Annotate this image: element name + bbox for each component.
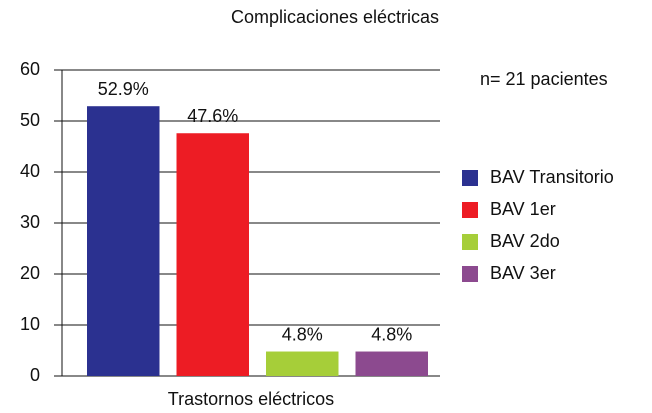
bar: [266, 351, 339, 376]
chart-title: Complicaciones eléctricas: [231, 7, 439, 27]
legend-swatch: [462, 266, 478, 282]
y-tick-label: 50: [20, 110, 40, 130]
legend-label: BAV 3er: [490, 263, 556, 283]
x-tick-label: Trastornos eléctricos: [168, 389, 334, 409]
bar: [176, 133, 249, 376]
data-label: 52.9%: [98, 79, 149, 99]
y-tick-label: 20: [20, 263, 40, 283]
y-tick-label: 0: [30, 365, 40, 385]
data-label: 4.8%: [371, 324, 412, 344]
legend-swatch: [462, 202, 478, 218]
y-tick-label: 30: [20, 212, 40, 232]
legend-swatch: [462, 170, 478, 186]
y-tick-label: 10: [20, 314, 40, 334]
data-label: 47.6%: [187, 106, 238, 126]
y-tick-label: 40: [20, 161, 40, 181]
bar: [87, 106, 160, 377]
annotation: n= 21 pacientes: [480, 69, 608, 89]
y-tick-label: 60: [20, 59, 40, 79]
legend-label: BAV 2do: [490, 231, 560, 251]
legend-label: BAV 1er: [490, 199, 556, 219]
legend-label: BAV Transitorio: [490, 167, 614, 187]
bar: [355, 351, 428, 376]
legend-swatch: [462, 234, 478, 250]
data-label: 4.8%: [282, 324, 323, 344]
